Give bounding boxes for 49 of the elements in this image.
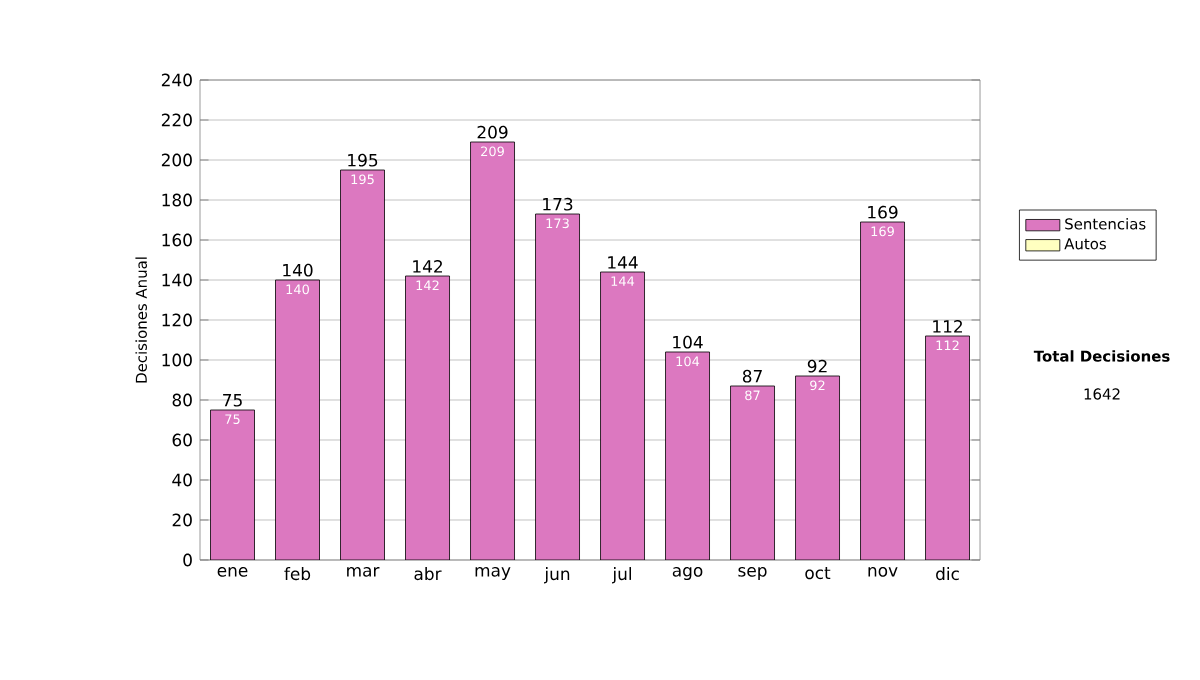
y-tick-label: 100 xyxy=(162,353,192,367)
y-tick-label: 20 xyxy=(172,513,192,527)
bar xyxy=(600,272,645,560)
bar xyxy=(925,335,970,560)
total-label: 209 xyxy=(477,125,508,139)
bar xyxy=(795,376,840,560)
bar xyxy=(470,142,515,560)
y-tick-label: 0 xyxy=(183,553,192,567)
total-label: 142 xyxy=(413,260,442,273)
bar xyxy=(860,222,905,560)
x-tick-label: jun xyxy=(544,567,570,584)
y-tick-label: 220 xyxy=(161,113,192,127)
x-tick-label: abr xyxy=(414,567,442,581)
y-tick-label: 180 xyxy=(162,193,192,207)
y-tick-label: 80 xyxy=(172,393,192,407)
x-tick-label: sep xyxy=(738,567,767,581)
x-tick-label: ene xyxy=(217,567,248,577)
x-tick-label: ago xyxy=(672,567,703,581)
bar xyxy=(275,280,320,560)
y-tick-label: 140 xyxy=(162,273,192,287)
x-tick-label: feb xyxy=(284,567,311,581)
total-label: 173 xyxy=(543,197,573,211)
bar xyxy=(665,352,710,560)
total-label: 140 xyxy=(283,263,313,277)
total-label: 92 xyxy=(807,359,827,373)
y-tick-label: 160 xyxy=(162,233,192,247)
total-label: 169 xyxy=(868,205,898,219)
x-tick-label: mar xyxy=(347,567,380,577)
y-tick-label: 120 xyxy=(162,313,192,327)
bar xyxy=(210,410,255,560)
bar xyxy=(340,170,385,560)
total-label: 144 xyxy=(608,256,638,269)
bar xyxy=(730,386,775,560)
x-tick-label: oct xyxy=(805,567,831,580)
x-tick-label: may xyxy=(475,567,511,581)
y-tick-label: 240 xyxy=(161,73,192,87)
x-tick-label: nov xyxy=(868,567,898,577)
total-label: 195 xyxy=(348,153,378,167)
total-label: 75 xyxy=(223,394,242,407)
y-tick-label: 60 xyxy=(172,433,192,447)
y-tick-label: 200 xyxy=(161,153,192,167)
bar xyxy=(535,214,580,560)
x-tick-label: jul xyxy=(612,567,632,584)
bar xyxy=(405,276,450,560)
total-label: 87 xyxy=(742,369,762,383)
total-label: 104 xyxy=(673,335,703,349)
x-tick-label: dic xyxy=(936,567,959,581)
total-label: 112 xyxy=(933,320,962,333)
y-tick-label: 40 xyxy=(172,473,192,487)
